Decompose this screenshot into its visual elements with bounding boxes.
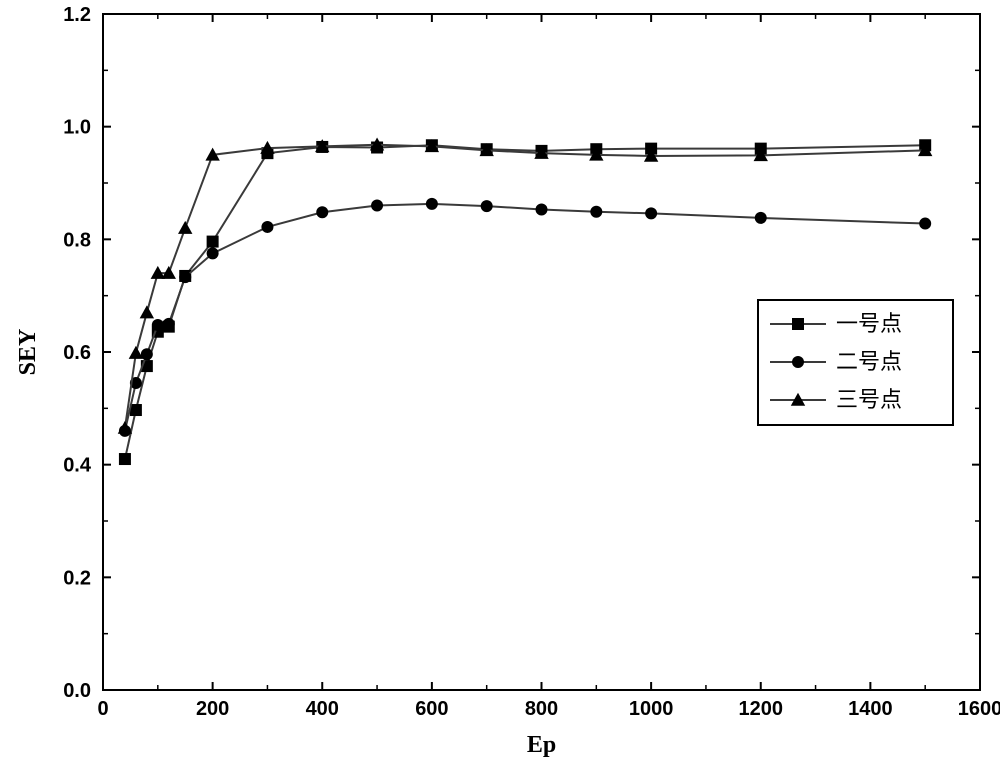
svg-text:SEY: SEY [15,329,41,376]
svg-text:三号点: 三号点 [836,387,902,412]
svg-text:0: 0 [97,698,108,720]
svg-text:0.8: 0.8 [63,229,91,251]
svg-text:400: 400 [306,698,339,720]
svg-text:二号点: 二号点 [836,349,902,374]
svg-text:0.6: 0.6 [63,342,91,364]
sey-vs-ep-chart: 0 200 400 600 800 1000 1200 1400 1600 0.0 0.2 0.4 0.… [0,0,1000,771]
svg-text:1600: 1600 [958,698,1000,720]
svg-text:一号点: 一号点 [836,311,902,336]
chart-container: 0 200 400 600 800 1000 1200 1400 1600 0.0 0.2 0.4 0.… [0,0,1000,771]
svg-text:Ep: Ep [527,732,556,758]
svg-text:1200: 1200 [739,698,784,720]
svg-text:0.2: 0.2 [63,567,91,589]
svg-text:0.0: 0.0 [63,680,91,702]
svg-text:800: 800 [525,698,558,720]
svg-text:1.0: 1.0 [63,117,91,139]
svg-text:0.4: 0.4 [63,455,92,477]
svg-text:1400: 1400 [848,698,893,720]
svg-text:600: 600 [415,698,448,720]
svg-text:1.2: 1.2 [63,4,91,26]
svg-text:1000: 1000 [629,698,674,720]
svg-text:200: 200 [196,698,229,720]
legend: 一号点二号点三号点 [758,300,953,425]
